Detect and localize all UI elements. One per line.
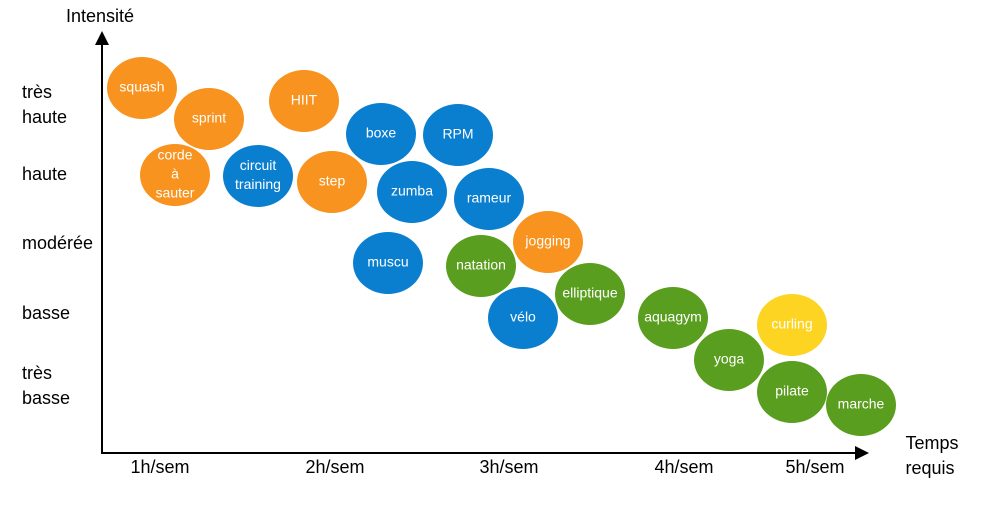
bubble (488, 287, 558, 349)
node-label: vélo (510, 309, 536, 325)
node-label: yoga (714, 351, 745, 367)
bubble (555, 263, 625, 325)
activity-node: sprint (174, 88, 244, 150)
x-level-label: 5h/sem (785, 457, 844, 477)
y-level-label: haute (22, 164, 67, 184)
node-label: training (235, 176, 281, 192)
y-axis-title: Intensité (66, 6, 134, 26)
y-level-label: haute (22, 107, 67, 127)
bubble (757, 361, 827, 423)
bubble (757, 294, 827, 356)
node-label: natation (456, 257, 506, 273)
node-label: squash (119, 79, 164, 95)
activity-node: curling (757, 294, 827, 356)
bubble (446, 235, 516, 297)
bubble (513, 211, 583, 273)
x-level-label: 2h/sem (305, 457, 364, 477)
activity-node: corde à sauter (140, 144, 210, 206)
node-label: aquagym (644, 309, 702, 325)
node-label: à (171, 166, 179, 182)
x-level-label: 4h/sem (654, 457, 713, 477)
bubble (377, 161, 447, 223)
activity-node: natation (446, 235, 516, 297)
node-label: marche (838, 396, 885, 412)
node-label: sauter (156, 185, 195, 201)
activity-node: yoga (694, 329, 764, 391)
y-level-label: basse (22, 388, 70, 408)
node-label: zumba (391, 183, 433, 199)
activity-node: HIIT (269, 70, 339, 132)
activity-node: RPM (423, 104, 493, 166)
bubble (140, 144, 210, 206)
node-label: corde (157, 147, 192, 163)
activity-node: vélo (488, 287, 558, 349)
node-label: rameur (467, 190, 512, 206)
bubble (107, 57, 177, 119)
bubble (174, 88, 244, 150)
node-label: HIIT (291, 92, 318, 108)
activity-node: zumba (377, 161, 447, 223)
y-level-label: très (22, 82, 52, 102)
activity-node: pilate (757, 361, 827, 423)
activity-node: jogging (513, 211, 583, 273)
x-level-label: 3h/sem (479, 457, 538, 477)
node-label: pilate (775, 383, 809, 399)
activity-node: aquagym (638, 287, 708, 349)
y-level-label: très (22, 363, 52, 383)
bubble (454, 168, 524, 230)
node-label: boxe (366, 125, 397, 141)
activity-node: muscu (353, 232, 423, 294)
activity-node: step (297, 151, 367, 213)
node-label: jogging (524, 233, 570, 249)
bubble (423, 104, 493, 166)
x-axis-title: Temps (905, 433, 958, 453)
bubble (826, 374, 896, 436)
node-label: muscu (367, 254, 408, 270)
node-label: sprint (192, 110, 226, 126)
node-label: step (319, 173, 346, 189)
node-label: elliptique (562, 285, 617, 301)
activity-node: marche (826, 374, 896, 436)
bubble (638, 287, 708, 349)
activity-node: circuit training (223, 145, 293, 207)
x-axis-title: requis (905, 458, 954, 478)
bubble (353, 232, 423, 294)
activity-node: boxe (346, 103, 416, 165)
y-level-label: modérée (22, 233, 93, 253)
bubble (297, 151, 367, 213)
bubble (223, 145, 293, 207)
activity-node: elliptique (555, 263, 625, 325)
node-label: curling (771, 316, 812, 332)
node-label: RPM (442, 126, 473, 142)
node-label: circuit (240, 157, 277, 173)
activity-node: squash (107, 57, 177, 119)
y-level-label: basse (22, 303, 70, 323)
x-level-label: 1h/sem (130, 457, 189, 477)
bubble (346, 103, 416, 165)
bubble (694, 329, 764, 391)
bubble (269, 70, 339, 132)
activity-node: rameur (454, 168, 524, 230)
